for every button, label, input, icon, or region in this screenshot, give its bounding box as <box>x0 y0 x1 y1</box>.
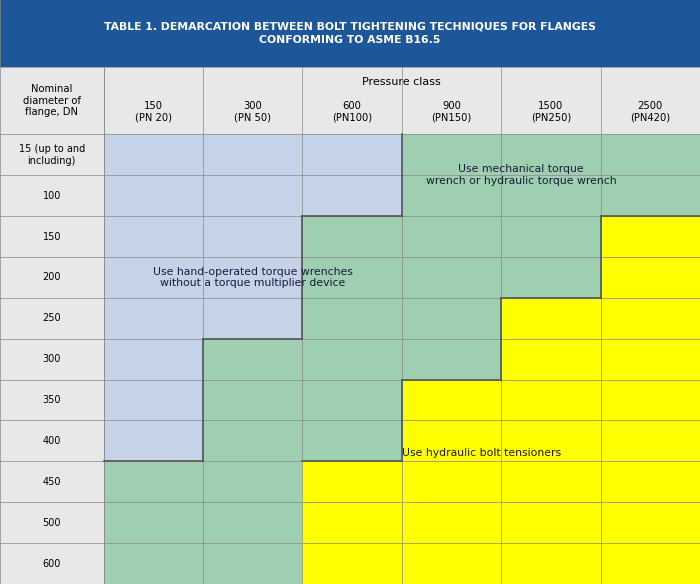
Text: Nominal
diameter of
flange, DN: Nominal diameter of flange, DN <box>23 84 80 117</box>
Text: 600: 600 <box>43 558 61 569</box>
Text: 15 (up to and
including): 15 (up to and including) <box>19 144 85 165</box>
Text: 600
(PN100): 600 (PN100) <box>332 102 372 123</box>
Text: 300
(PN 50): 300 (PN 50) <box>234 102 271 123</box>
Bar <box>104 461 203 584</box>
Bar <box>0 67 700 134</box>
Text: 1500
(PN250): 1500 (PN250) <box>531 102 571 123</box>
Bar <box>402 134 501 380</box>
Text: Use hand-operated torque wrenches
without a torque multiplier device: Use hand-operated torque wrenches withou… <box>153 267 353 288</box>
Bar <box>203 134 302 339</box>
Bar <box>203 339 302 584</box>
Text: 2500
(PN420): 2500 (PN420) <box>630 102 671 123</box>
Text: 450: 450 <box>43 477 61 487</box>
Text: 100: 100 <box>43 190 61 201</box>
Text: TABLE 1. DEMARCATION BETWEEN BOLT TIGHTENING TECHNIQUES FOR FLANGES
CONFORMING T: TABLE 1. DEMARCATION BETWEEN BOLT TIGHTE… <box>104 22 596 45</box>
Bar <box>104 134 203 461</box>
Bar <box>501 298 601 584</box>
Bar <box>501 134 601 298</box>
Text: 900
(PN150): 900 (PN150) <box>431 102 472 123</box>
Text: 250: 250 <box>43 313 61 324</box>
Text: 300: 300 <box>43 354 61 364</box>
Bar <box>302 134 402 216</box>
Bar <box>302 216 402 461</box>
Text: 150
(PN 20): 150 (PN 20) <box>135 102 172 123</box>
Text: 200: 200 <box>43 272 61 283</box>
Text: 400: 400 <box>43 436 61 446</box>
Bar <box>402 380 501 584</box>
Text: 500: 500 <box>43 517 61 528</box>
Bar <box>601 216 700 584</box>
Bar <box>302 461 402 584</box>
Text: 150: 150 <box>43 231 61 242</box>
Bar <box>0 0 700 67</box>
Text: Pressure class: Pressure class <box>363 77 441 87</box>
Text: Use hydraulic bolt tensioners: Use hydraulic bolt tensioners <box>402 448 561 458</box>
Text: 350: 350 <box>43 395 61 405</box>
Bar <box>601 134 700 216</box>
Text: Use mechanical torque
wrench or hydraulic torque wrench: Use mechanical torque wrench or hydrauli… <box>426 165 617 186</box>
Bar <box>0 134 104 584</box>
